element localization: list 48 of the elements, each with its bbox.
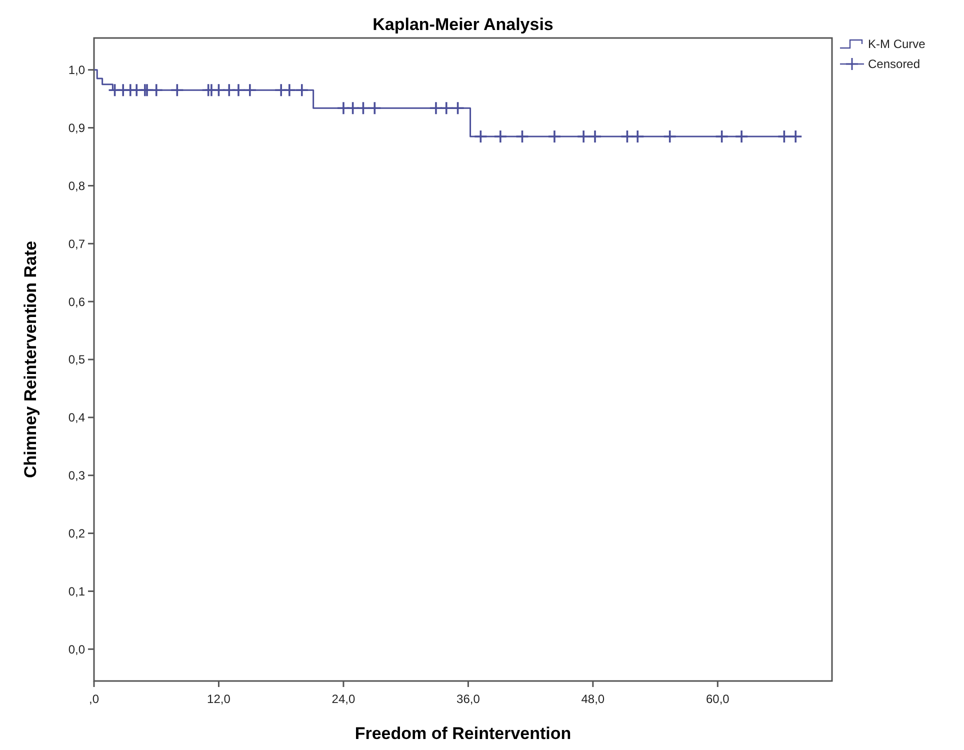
- point: [439, 101, 454, 115]
- point: [777, 130, 792, 144]
- point: [620, 130, 634, 144]
- point: [282, 83, 296, 98]
- point: [788, 130, 803, 144]
- point: [515, 130, 530, 144]
- x-tick-label: 12,0: [207, 692, 231, 706]
- legend-label: K-M Curve: [868, 37, 926, 52]
- point: [734, 130, 748, 144]
- y-tick-label: 0,7: [68, 236, 86, 251]
- y-tick-label: 0,1: [68, 584, 86, 598]
- point: [494, 130, 508, 144]
- x-axis-title: Freedom of Reintervention: [354, 724, 572, 743]
- point: [429, 101, 443, 115]
- point: [149, 83, 164, 98]
- y-tick-label: 0,3: [68, 468, 86, 483]
- point: [450, 101, 465, 115]
- point: [368, 101, 382, 115]
- point: [212, 83, 226, 98]
- point: [170, 83, 184, 98]
- point: [346, 101, 360, 115]
- y-tick-label: 0,9: [68, 120, 86, 135]
- x-tick-label: 24,0: [332, 692, 356, 706]
- y-tick-label: 1,0: [68, 63, 86, 78]
- point: [232, 83, 246, 98]
- point: [630, 130, 645, 144]
- y-tick-label: 0,2: [68, 526, 86, 540]
- point: [662, 130, 677, 144]
- y-axis-title: Chimney Reintervention Rate: [21, 240, 40, 478]
- point: [714, 130, 729, 144]
- legend-label: Censored: [868, 57, 920, 72]
- y-tick-label: 0,6: [68, 294, 86, 309]
- point: [576, 130, 590, 144]
- x-tick-label: ,0: [88, 692, 100, 706]
- x-tick-label: 48,0: [581, 692, 605, 706]
- y-tick-label: 0,0: [68, 642, 86, 656]
- y-tick-label: 0,8: [68, 178, 86, 193]
- point: [474, 130, 488, 144]
- x-tick-label: 60,0: [706, 692, 730, 706]
- y-tick-label: 0,4: [68, 410, 86, 425]
- chart-title: Kaplan-Meier Analysis: [372, 15, 554, 34]
- point: [356, 101, 370, 115]
- point: [294, 83, 309, 98]
- x-tick-label: 36,0: [456, 692, 480, 706]
- point: [548, 130, 562, 144]
- point: [588, 130, 602, 144]
- y-tick-label: 0,5: [68, 352, 86, 367]
- point: [243, 83, 257, 98]
